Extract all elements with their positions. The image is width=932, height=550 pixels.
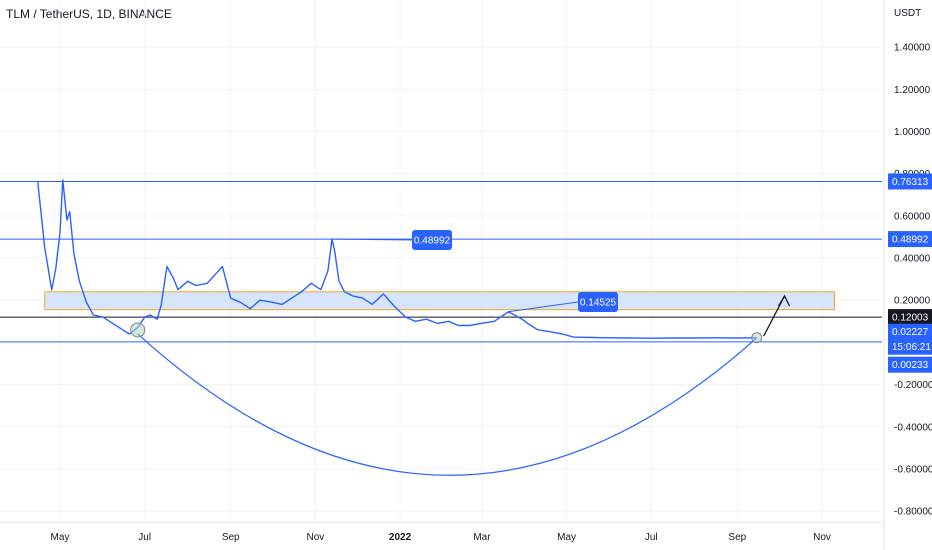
y-tick-label: 0.20000	[894, 296, 931, 307]
level-tag: 0.48992	[892, 235, 929, 246]
y-tick-label: -0.40000	[894, 422, 932, 433]
rounded-bottom-arc	[137, 333, 758, 476]
callout-box	[578, 292, 618, 312]
rounded-bottom-curve	[137, 333, 758, 476]
x-tick-label: 2022	[389, 532, 412, 543]
x-tick-label: Jul	[138, 532, 151, 543]
level-tag: 0.76313	[892, 177, 929, 188]
last-price-tag-bg	[888, 323, 932, 340]
x-tick-label: May	[51, 532, 70, 543]
x-tick-label: Mar	[473, 532, 491, 543]
chart-title: TLM / TetherUS, 1D, BINANCE	[6, 7, 172, 21]
breakout-arrow	[763, 294, 791, 337]
level-tag-bg	[888, 231, 932, 248]
callout-box	[412, 230, 452, 250]
price-axis-tags: 0.76313 0.48992 0.12003 0.02227 15:06:21 0.00…	[888, 173, 932, 373]
price-callouts: 0.48992 0.14525	[332, 230, 618, 313]
y-tick-label: 1.40000	[894, 43, 931, 54]
price-line	[37, 179, 757, 339]
arrow-head	[777, 294, 791, 307]
level-tag: 0.00233	[892, 360, 929, 371]
x-axis: May Jul Sep Nov 2022 Mar May Jul Sep Nov	[0, 0, 885, 550]
horizontal-levels	[0, 180, 882, 343]
last-price-tag: 0.02227	[892, 327, 929, 338]
level-tag-bg	[888, 356, 932, 373]
x-tick-label: Nov	[306, 532, 324, 543]
y-tick-label: -0.80000	[894, 507, 932, 518]
circle-markers	[130, 322, 763, 344]
support-zone-rect	[44, 291, 835, 311]
level-tag-bg	[888, 173, 932, 190]
y-tick-label: 1.20000	[894, 85, 931, 96]
x-tick-label: Jul	[645, 532, 658, 543]
arc-end-marker	[751, 332, 763, 344]
y-tick-label: 1.00000	[894, 127, 931, 138]
x-tick-label: Sep	[222, 532, 240, 543]
level-tag: 0.12003	[892, 313, 929, 324]
y-tick-label: -0.60000	[894, 464, 932, 475]
y-axis: 1.400001.200001.000000.800000.600000.400…	[894, 8, 932, 518]
callout-label: 0.14525	[580, 298, 617, 309]
x-tick-label: Sep	[728, 532, 746, 543]
callout-label: 0.48992	[414, 236, 451, 247]
arc-start-marker	[130, 322, 146, 338]
callout-connector	[332, 238, 413, 241]
chart-grid	[0, 0, 882, 520]
level-tag-bg	[888, 309, 932, 326]
callout-connector	[508, 301, 579, 313]
y-tick-label: -0.20000	[894, 380, 932, 391]
x-tick-label: Nov	[813, 532, 831, 543]
support-zone	[44, 291, 835, 311]
price-series	[37, 179, 757, 339]
countdown-tag-bg	[888, 338, 932, 355]
y-tick-label: 0.40000	[894, 254, 931, 265]
countdown-tag: 15:06:21	[892, 342, 931, 353]
x-tick-label: May	[557, 532, 576, 543]
y-tick-label: 0.60000	[894, 211, 931, 222]
currency-label: USDT	[894, 8, 921, 19]
